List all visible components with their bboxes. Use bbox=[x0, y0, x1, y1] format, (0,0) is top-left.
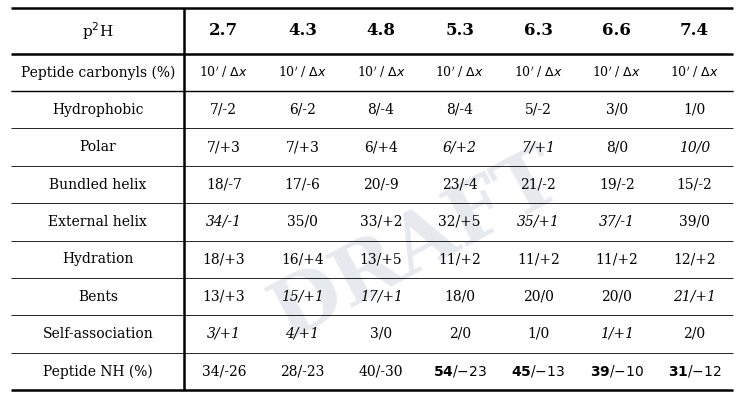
Text: 35/+1: 35/+1 bbox=[517, 215, 559, 229]
Text: 11/+2: 11/+2 bbox=[596, 252, 639, 266]
Text: 3/0: 3/0 bbox=[606, 103, 628, 117]
Text: 10$'$ / $\Delta x$: 10$'$ / $\Delta x$ bbox=[278, 64, 327, 80]
Text: 33/+2: 33/+2 bbox=[360, 215, 403, 229]
Text: 4.8: 4.8 bbox=[366, 22, 395, 39]
Text: 4/+1: 4/+1 bbox=[286, 327, 320, 341]
Text: Bents: Bents bbox=[78, 290, 118, 304]
Text: 7/+3: 7/+3 bbox=[207, 140, 240, 154]
Text: 2/0: 2/0 bbox=[683, 327, 705, 341]
Text: 34/-1: 34/-1 bbox=[206, 215, 242, 229]
Text: 10$'$ / $\Delta x$: 10$'$ / $\Delta x$ bbox=[357, 64, 406, 80]
Text: 3/0: 3/0 bbox=[370, 327, 392, 341]
Text: 18/-7: 18/-7 bbox=[206, 178, 242, 191]
Text: 10$'$ / $\Delta x$: 10$'$ / $\Delta x$ bbox=[670, 64, 719, 80]
Text: Polar: Polar bbox=[79, 140, 116, 154]
Text: 21/-2: 21/-2 bbox=[520, 178, 556, 191]
Text: 19/-2: 19/-2 bbox=[599, 178, 635, 191]
Text: $\mathbf{45}$/$\mathit{-13}$: $\mathbf{45}$/$\mathit{-13}$ bbox=[511, 363, 565, 379]
Text: 6.3: 6.3 bbox=[524, 22, 553, 39]
Text: 15/-2: 15/-2 bbox=[676, 178, 713, 191]
Text: 4.3: 4.3 bbox=[288, 22, 317, 39]
Text: 10/0: 10/0 bbox=[679, 140, 710, 154]
Text: 10$'$ / $\Delta x$: 10$'$ / $\Delta x$ bbox=[593, 64, 642, 80]
Text: 34/-26: 34/-26 bbox=[201, 364, 246, 378]
Text: 18/0: 18/0 bbox=[444, 290, 475, 304]
Text: 17/+1: 17/+1 bbox=[360, 290, 403, 304]
Text: 39/0: 39/0 bbox=[679, 215, 710, 229]
Text: 10$'$ / $\Delta x$: 10$'$ / $\Delta x$ bbox=[199, 64, 249, 80]
Text: $\mathbf{54}$/$\mathit{-23}$: $\mathbf{54}$/$\mathit{-23}$ bbox=[433, 363, 487, 379]
Text: 10$'$ / $\Delta x$: 10$'$ / $\Delta x$ bbox=[514, 64, 562, 80]
Text: 7.4: 7.4 bbox=[680, 22, 709, 39]
Text: Self-association: Self-association bbox=[42, 327, 153, 341]
Text: Peptide NH (%): Peptide NH (%) bbox=[43, 364, 152, 378]
Text: 13/+3: 13/+3 bbox=[203, 290, 245, 304]
Text: 7/-2: 7/-2 bbox=[210, 103, 238, 117]
Text: Peptide carbonyls (%): Peptide carbonyls (%) bbox=[21, 65, 175, 80]
Text: 10$'$ / $\Delta x$: 10$'$ / $\Delta x$ bbox=[435, 64, 484, 80]
Text: 23/-4: 23/-4 bbox=[442, 178, 477, 191]
Text: 1/0: 1/0 bbox=[527, 327, 549, 341]
Text: 20/0: 20/0 bbox=[523, 290, 554, 304]
Text: 20/-9: 20/-9 bbox=[363, 178, 399, 191]
Text: 6/+2: 6/+2 bbox=[443, 140, 477, 154]
Text: Bundled helix: Bundled helix bbox=[50, 178, 147, 191]
Text: $\mathbf{39}$/$\mathit{-10}$: $\mathbf{39}$/$\mathit{-10}$ bbox=[590, 363, 644, 379]
Text: 8/-4: 8/-4 bbox=[368, 103, 394, 117]
Text: 5/-2: 5/-2 bbox=[525, 103, 552, 117]
Text: 6/+4: 6/+4 bbox=[364, 140, 398, 154]
Text: 16/+4: 16/+4 bbox=[281, 252, 324, 266]
Text: 7/+1: 7/+1 bbox=[521, 140, 555, 154]
Text: 12/+2: 12/+2 bbox=[673, 252, 716, 266]
Text: 7/+3: 7/+3 bbox=[286, 140, 320, 154]
Text: 35/0: 35/0 bbox=[287, 215, 318, 229]
Text: 15/+1: 15/+1 bbox=[281, 290, 324, 304]
Text: $\mathbf{31}$/$\mathit{-12}$: $\mathbf{31}$/$\mathit{-12}$ bbox=[667, 363, 722, 379]
Text: 21/+1: 21/+1 bbox=[673, 290, 716, 304]
Text: 17/-6: 17/-6 bbox=[284, 178, 320, 191]
Text: 8/0: 8/0 bbox=[606, 140, 628, 154]
Text: 8/-4: 8/-4 bbox=[446, 103, 473, 117]
Text: 18/+3: 18/+3 bbox=[203, 252, 245, 266]
Text: 11/+2: 11/+2 bbox=[517, 252, 559, 266]
Text: 5.3: 5.3 bbox=[445, 22, 474, 39]
Text: 6/-2: 6/-2 bbox=[289, 103, 316, 117]
Text: 2/0: 2/0 bbox=[448, 327, 471, 341]
Text: Hydrophobic: Hydrophobic bbox=[53, 103, 144, 117]
Text: 1/+1: 1/+1 bbox=[600, 327, 634, 341]
Text: 2.7: 2.7 bbox=[209, 22, 238, 39]
Text: 28/-23: 28/-23 bbox=[280, 364, 325, 378]
Text: 20/0: 20/0 bbox=[602, 290, 632, 304]
Text: 13/+5: 13/+5 bbox=[360, 252, 403, 266]
Text: 37/-1: 37/-1 bbox=[599, 215, 635, 229]
Text: DRAFT: DRAFT bbox=[258, 138, 574, 355]
Text: 1/0: 1/0 bbox=[683, 103, 705, 117]
Text: 32/+5: 32/+5 bbox=[438, 215, 481, 229]
Text: External helix: External helix bbox=[49, 215, 147, 229]
Text: 40/-30: 40/-30 bbox=[359, 364, 403, 378]
Text: p$^{2}$H: p$^{2}$H bbox=[82, 20, 114, 42]
Text: Hydration: Hydration bbox=[62, 252, 134, 266]
Text: 3/+1: 3/+1 bbox=[206, 327, 240, 341]
Text: 6.6: 6.6 bbox=[602, 22, 631, 39]
Text: 11/+2: 11/+2 bbox=[438, 252, 481, 266]
